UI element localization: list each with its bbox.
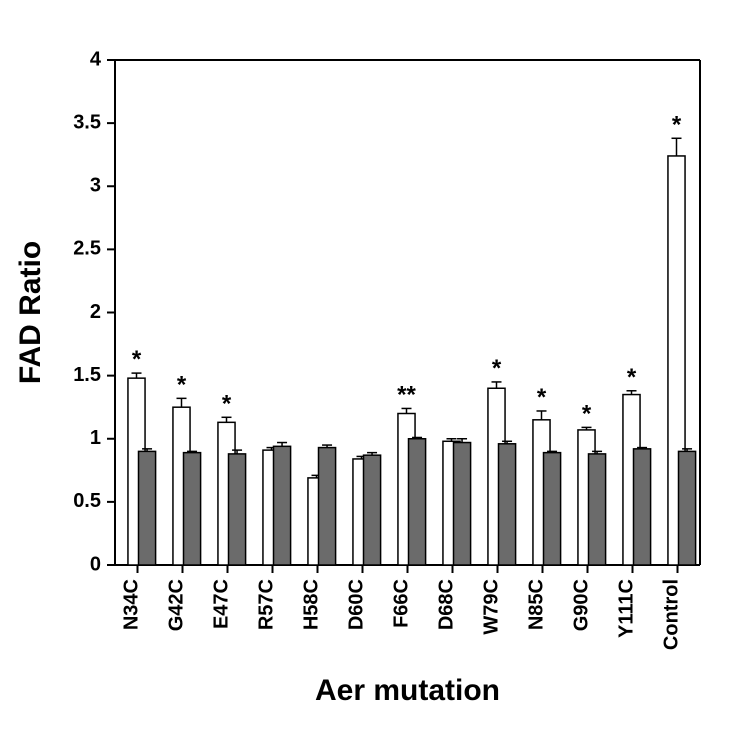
significance-star: * (537, 384, 547, 411)
significance-star: * (672, 111, 682, 138)
y-tick-label: 1 (90, 427, 101, 449)
x-tick-label: D68C (436, 579, 458, 630)
significance-star: ** (397, 381, 416, 408)
x-tick-label: W79C (481, 579, 503, 635)
significance-star: * (492, 355, 502, 382)
y-tick-label: 4 (90, 48, 102, 70)
x-tick-label: N34C (121, 579, 143, 630)
y-axis-label: FAD Ratio (14, 241, 47, 384)
bar-grey (409, 439, 426, 565)
bar-grey (364, 455, 381, 565)
bar-grey (454, 443, 471, 565)
bar-grey (679, 451, 696, 565)
x-tick-label: H58C (301, 579, 323, 630)
y-tick-label: 2.5 (73, 238, 101, 260)
bar-grey (229, 454, 246, 565)
x-tick-label: R57C (256, 579, 278, 630)
y-tick-label: 0.5 (73, 490, 101, 512)
bar-grey (184, 453, 201, 565)
fad-ratio-bar-chart: 0 0.5 1 1.5 2 2.5 3 3.5 4 FAD Ratio * N34C * G42C * E47… (0, 20, 750, 714)
bar-grey (499, 444, 516, 565)
significance-star: * (582, 400, 592, 427)
x-tick-label: Control (661, 579, 683, 650)
x-tick-label: G90C (571, 579, 593, 631)
bar-grey (139, 451, 156, 565)
x-tick-label: E47C (211, 579, 233, 629)
x-tick-label: Y111C (616, 579, 638, 638)
y-tick-label: 1.5 (73, 364, 101, 386)
bar-grey (589, 454, 606, 565)
x-axis-label: Aer mutation (315, 674, 500, 707)
bar-grey (544, 453, 561, 565)
bar-grey (634, 449, 651, 565)
y-tick-label: 2 (90, 301, 101, 323)
bar-grey (319, 448, 336, 565)
x-tick-label: G42C (166, 579, 188, 631)
x-tick-label: N85C (526, 579, 548, 630)
y-tick-label: 0 (90, 553, 101, 575)
significance-star: * (222, 390, 232, 417)
x-tick-label: F66C (391, 579, 413, 628)
significance-star: * (627, 364, 637, 391)
significance-star: * (177, 371, 187, 398)
y-tick-label: 3.5 (73, 111, 101, 133)
y-tick-label: 3 (90, 175, 101, 197)
bar-grey (274, 446, 291, 565)
significance-star: * (132, 346, 142, 373)
x-tick-label: D60C (346, 579, 368, 630)
